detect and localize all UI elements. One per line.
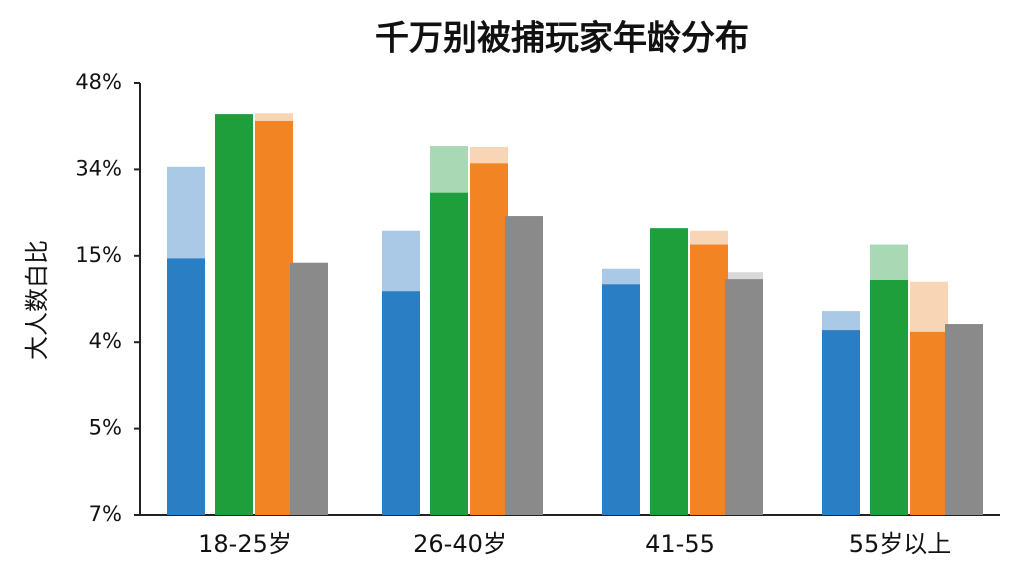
y-tick-label: 15% [75, 243, 122, 267]
y-tick-label: 4% [89, 329, 122, 353]
bar [602, 284, 640, 515]
bar [470, 163, 508, 516]
y-tick-label: 5% [89, 416, 122, 440]
x-tick-label: 18-25岁 [198, 530, 292, 558]
bar [255, 121, 293, 516]
bar [215, 114, 253, 515]
bar [290, 262, 328, 515]
bar [430, 192, 468, 515]
bar [725, 279, 763, 515]
bar [910, 331, 948, 515]
y-tick-label: 48% [75, 70, 122, 94]
bar [690, 244, 728, 515]
bar [945, 324, 983, 515]
x-tick-label: 26-40岁 [413, 530, 507, 558]
bar [870, 279, 908, 515]
bar [382, 291, 420, 515]
x-tick-label: 55岁以上 [849, 530, 952, 558]
x-tick-label: 41-55 [645, 530, 715, 558]
y-tick-label: 34% [75, 156, 122, 180]
bar [505, 216, 543, 515]
bar [822, 330, 860, 515]
y-tick-label: 7% [89, 502, 122, 526]
bar [167, 258, 205, 515]
y-axis-label: 大人数白比 [23, 240, 51, 360]
bar [650, 228, 688, 516]
chart-title: 千万别被捕玩家年龄分布 [375, 19, 749, 59]
